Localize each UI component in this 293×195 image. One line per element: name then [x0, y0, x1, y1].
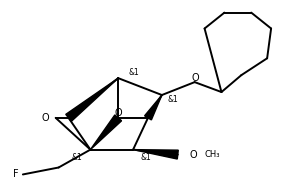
- Text: &1: &1: [128, 68, 139, 77]
- Text: O: O: [190, 150, 197, 160]
- Text: O: O: [114, 108, 122, 118]
- Text: O: O: [42, 113, 50, 123]
- Text: CH₃: CH₃: [205, 150, 220, 159]
- Text: F: F: [13, 169, 19, 179]
- Polygon shape: [133, 150, 178, 159]
- Text: &1: &1: [140, 153, 151, 162]
- Polygon shape: [145, 95, 162, 120]
- Polygon shape: [66, 78, 118, 121]
- Text: &1: &1: [72, 153, 82, 162]
- Polygon shape: [91, 115, 122, 150]
- Text: &1: &1: [168, 96, 179, 105]
- Text: O: O: [192, 73, 200, 83]
